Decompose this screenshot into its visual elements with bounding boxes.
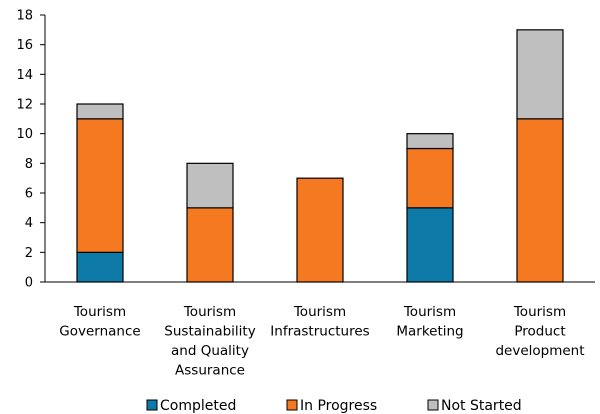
legend: Completed In Progress Not Started [146, 398, 522, 414]
x-category-label: Tourism Marketing [396, 304, 463, 340]
y-tick-label: 14 [16, 68, 33, 83]
legend-swatch-in-progress [286, 399, 298, 411]
legend-label: Not Started [441, 398, 522, 414]
x-category-label: Tourism Sustainability and Quality Assuranc… [164, 304, 255, 379]
legend-label: Completed [160, 398, 236, 414]
y-axis-ticks: 0 2 4 6 8 10 12 14 16 18 [16, 9, 45, 291]
x-category-label: Tourism Governance [59, 304, 140, 340]
y-tick-label: 0 [25, 276, 33, 291]
y-tick-label: 18 [16, 9, 33, 24]
bar-stacks [76, 29, 564, 283]
bar-segment-in-progress [186, 207, 234, 283]
bar-segment-not-started [516, 29, 564, 120]
bar-segment-in-progress [516, 118, 564, 283]
bar-segment-not-started [186, 162, 234, 209]
y-tick-label: 4 [25, 216, 33, 231]
y-tick-label: 6 [25, 187, 33, 202]
legend-swatch-not-started [427, 399, 439, 411]
bar-segment-in-progress [406, 147, 454, 209]
bar-segment-in-progress [76, 118, 124, 253]
bar-segment-not-started [76, 103, 124, 120]
bar-segment-completed [406, 207, 454, 283]
y-tick-label: 2 [25, 246, 33, 261]
bar-segment-not-started [406, 133, 454, 150]
axes [44, 15, 595, 283]
x-category-label: Tourism Infrastructures [270, 304, 369, 340]
legend-label: In Progress [300, 398, 377, 414]
bar-segment-completed [76, 251, 124, 283]
y-tick-label: 16 [16, 38, 33, 53]
y-tick-label: 8 [25, 157, 33, 172]
bar-segment-in-progress [296, 177, 344, 283]
category-labels: Tourism Governance Tourism Sustainability an… [59, 304, 584, 379]
y-tick-label: 12 [16, 98, 33, 113]
x-category-label: Tourism Product development [495, 304, 584, 359]
legend-swatch-completed [146, 399, 158, 411]
y-tick-label: 10 [16, 127, 33, 142]
